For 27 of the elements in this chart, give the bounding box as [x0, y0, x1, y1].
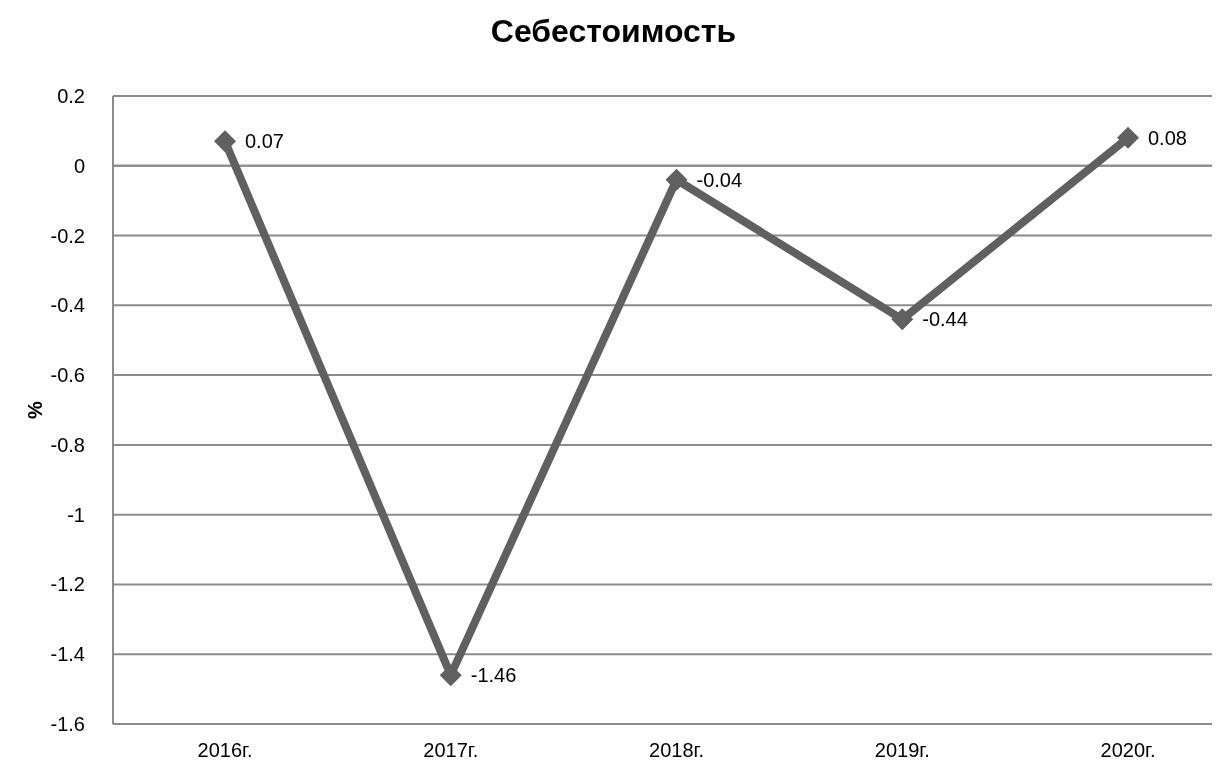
y-tick-label: -0.6: [50, 364, 85, 387]
point: [665, 168, 688, 191]
y-tick-label: -0.2: [50, 224, 85, 247]
x-tick-label: 2020г.: [1100, 739, 1156, 761]
chart-title: Себестоимость: [490, 13, 737, 49]
y-tick-label: -0.4: [50, 294, 85, 317]
point: [214, 130, 236, 153]
data-label: -0.44: [922, 308, 968, 331]
y-axis-title: %: [24, 400, 46, 419]
y-tick-label: -0.8: [50, 433, 85, 456]
data-label: 0.08: [1148, 126, 1187, 149]
x-tick-label: 2018г.: [649, 739, 704, 761]
x-tick-label: 2019г.: [874, 739, 930, 761]
y-tick-label: -1: [67, 503, 85, 526]
point: [891, 308, 914, 331]
y-tick-label: -1.6: [50, 713, 85, 735]
data-label: -1.46: [470, 664, 517, 687]
point: [439, 664, 462, 687]
x-tick-label: 2016г.: [197, 739, 253, 761]
y-tick-label: 0: [73, 154, 85, 177]
data-label: -0.04: [696, 168, 743, 191]
data-label: 0.07: [245, 130, 284, 153]
y-tick-label: -1.4: [50, 643, 85, 666]
y-tick-label: 0.2: [57, 85, 85, 107]
x-tick-label: 2017г.: [423, 739, 479, 761]
y-tick-label: -1.2: [50, 573, 85, 596]
point: [1117, 126, 1139, 149]
